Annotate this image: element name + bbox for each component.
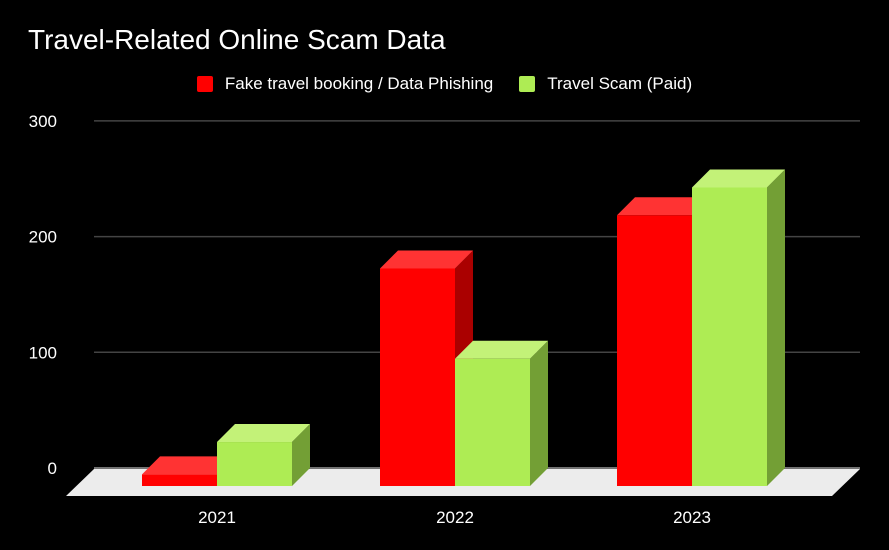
- legend-label: Travel Scam (Paid): [547, 74, 693, 93]
- chart-title: Travel-Related Online Scam Data: [28, 24, 446, 55]
- y-tick-label: 0: [48, 459, 57, 478]
- y-tick-label: 300: [29, 112, 57, 131]
- legend: Fake travel booking / Data Phishing Trav…: [0, 74, 889, 94]
- bar-2021-paid-scam[interactable]: [217, 424, 310, 486]
- x-tick-label: 2022: [436, 508, 474, 527]
- legend-swatch-red: [196, 76, 213, 92]
- y-tick-label: 100: [29, 343, 57, 362]
- bar-2023-paid-scam[interactable]: [692, 169, 785, 486]
- bar-2022-paid-scam[interactable]: [455, 340, 548, 486]
- x-tick-label: 2023: [673, 508, 711, 527]
- legend-label: Fake travel booking / Data Phishing: [224, 74, 494, 93]
- y-tick-label: 200: [29, 228, 57, 247]
- legend-swatch-green: [519, 76, 536, 92]
- x-tick-label: 2021: [198, 508, 236, 527]
- legend-item-paid-scam[interactable]: Travel Scam (Paid): [519, 74, 692, 94]
- legend-item-phishing[interactable]: Fake travel booking / Data Phishing: [196, 74, 494, 94]
